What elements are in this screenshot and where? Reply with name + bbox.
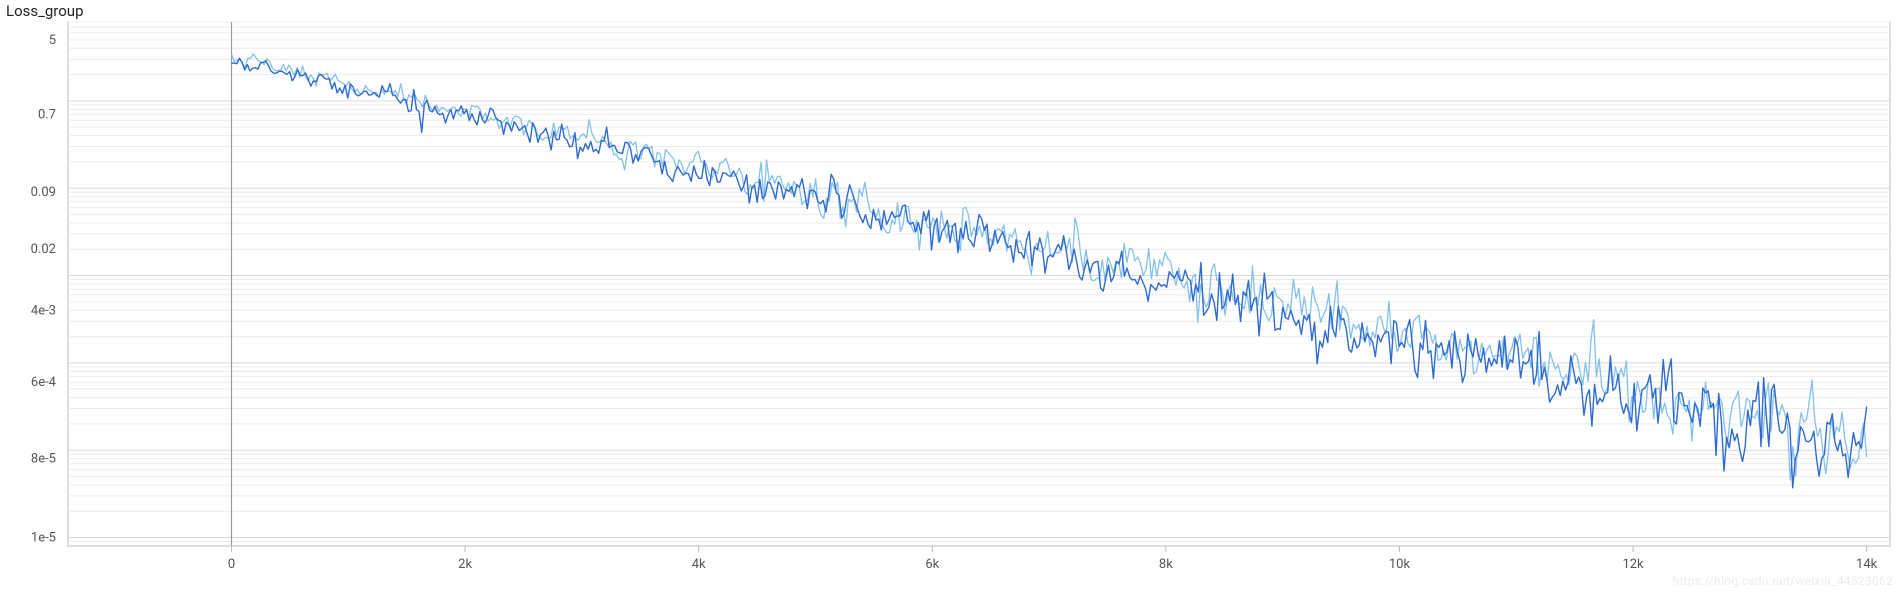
chart-title: Loss_group (6, 2, 84, 20)
svg-text:8k: 8k (1159, 557, 1173, 572)
svg-text:0: 0 (228, 557, 235, 572)
svg-text:0.09: 0.09 (31, 185, 56, 200)
svg-text:12k: 12k (1622, 557, 1644, 572)
svg-text:8e-5: 8e-5 (31, 452, 56, 467)
svg-text:2k: 2k (458, 557, 472, 572)
svg-text:4e-3: 4e-3 (31, 303, 56, 318)
svg-text:0.7: 0.7 (38, 107, 56, 122)
svg-text:6k: 6k (925, 557, 939, 572)
svg-text:6e-4: 6e-4 (31, 375, 57, 390)
loss-chart-svg: 5 0.7 0.09 0.02 4e-3 6e-4 8e-5 1e-5 0 2k 4k 6k 8k 10k… (0, 0, 1903, 594)
svg-text:10k: 10k (1389, 557, 1411, 572)
loss-chart-container: Loss_group 5 0.7 0.09 0.02 4e-3 6e-4 8e-5 1e-5 0… (0, 0, 1903, 594)
svg-text:0.02: 0.02 (31, 242, 56, 257)
svg-text:1e-5: 1e-5 (31, 531, 56, 546)
svg-text:4k: 4k (692, 557, 706, 572)
svg-text:5: 5 (49, 33, 56, 48)
svg-text:14k: 14k (1856, 557, 1878, 572)
